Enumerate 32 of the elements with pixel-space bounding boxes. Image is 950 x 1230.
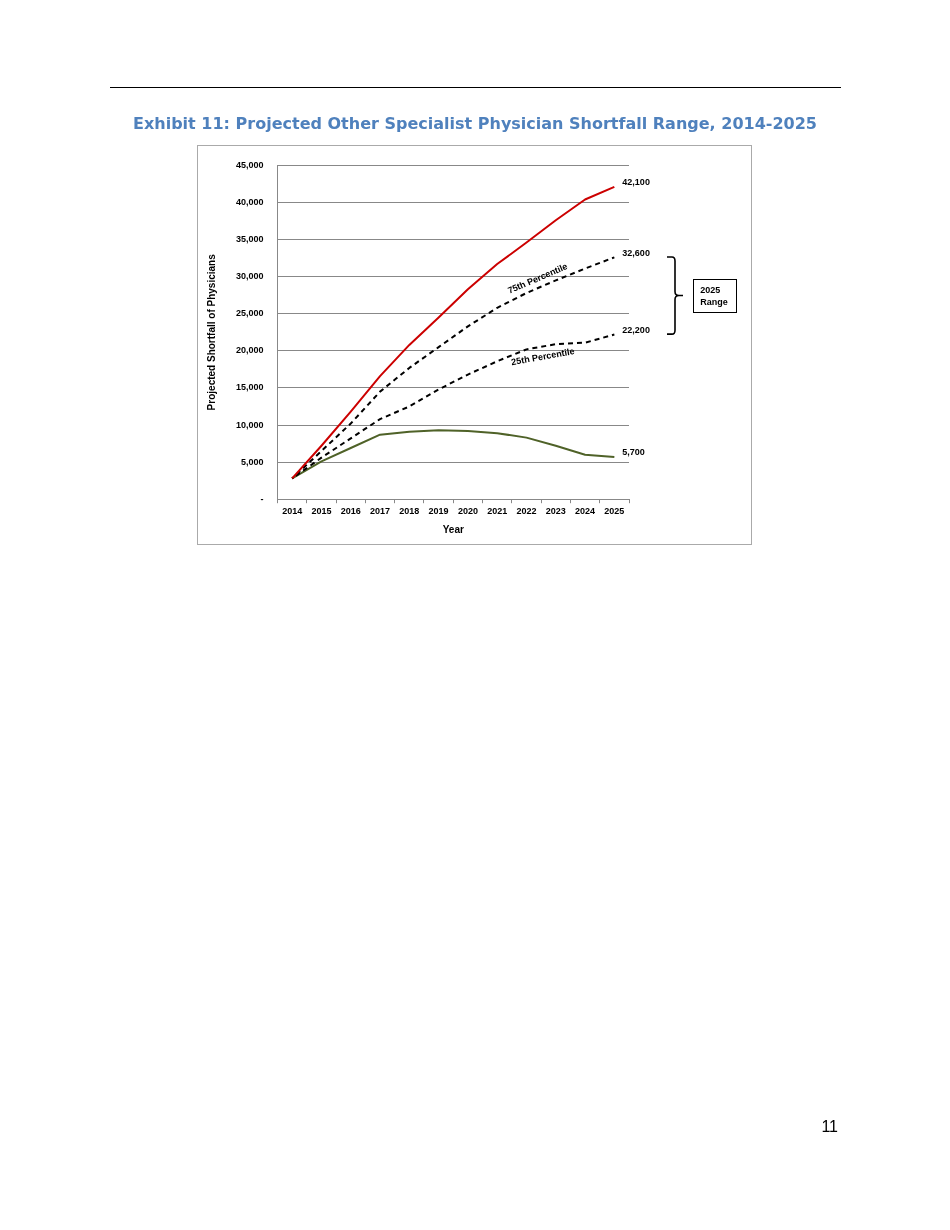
y-tick-label: 25,000: [236, 308, 264, 319]
text: 2025 Range: [693, 278, 738, 313]
x-tick-label: 2016: [340, 506, 361, 517]
x-tick-label: 2023: [545, 506, 566, 517]
x-tick-label: 2021: [487, 506, 508, 517]
data-label: 5,700: [622, 447, 645, 458]
x-tick-label: 2019: [428, 506, 449, 517]
y-tick-label: 20,000: [236, 345, 264, 356]
x-tick-label: 2020: [457, 506, 478, 517]
y-tick-label: -: [260, 493, 264, 504]
x-axis-title: Year: [442, 523, 464, 535]
text: 25th Percentile: [510, 346, 576, 368]
y-tick-label: 10,000: [236, 419, 264, 430]
y-tick-label: 5,000: [241, 456, 264, 467]
x-tick-label: 2017: [370, 506, 391, 517]
y-tick-label: 30,000: [236, 271, 264, 282]
y-tick-label: 45,000: [236, 159, 264, 170]
x-tick-label: 2014: [282, 506, 303, 517]
y-axis-title: Projected Shortfall of Physicians: [205, 253, 217, 411]
x-tick-label: 2015: [311, 506, 332, 517]
x-tick-label: 2025: [604, 506, 625, 517]
data-label: 22,200: [622, 325, 650, 336]
text: 11: [821, 1118, 838, 1136]
y-tick-label: 15,000: [236, 382, 264, 393]
x-tick-label: 2018: [399, 506, 420, 517]
y-tick-label: 35,000: [236, 234, 264, 245]
x-tick-label: 2024: [575, 506, 596, 517]
data-label: 42,100: [622, 177, 650, 188]
data-label: 32,600: [622, 247, 650, 258]
chart-title: Exhibit 11: Projected Other Specialist Physician Shortfall Range, 2014-2025: [132, 114, 818, 133]
y-tick-label: 40,000: [236, 196, 264, 207]
x-tick-label: 2022: [516, 506, 537, 517]
